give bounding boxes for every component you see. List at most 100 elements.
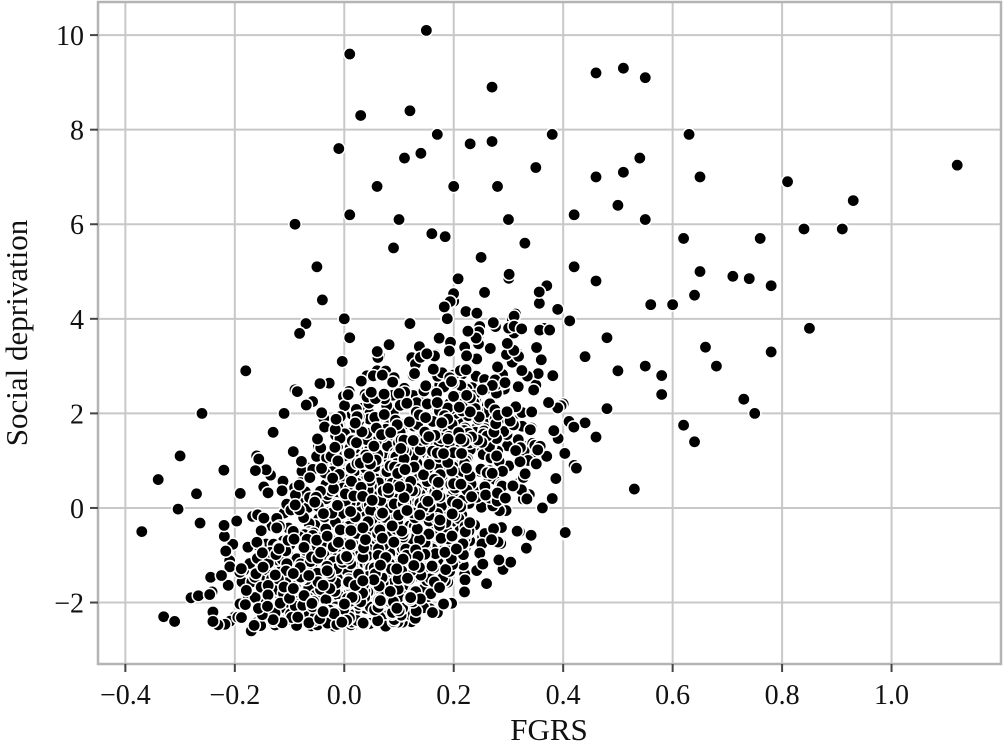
data-point — [483, 341, 498, 356]
data-point — [315, 292, 330, 307]
data-point — [316, 604, 331, 619]
data-point — [432, 580, 447, 595]
data-point — [676, 231, 691, 246]
data-point — [562, 313, 577, 328]
data-point — [256, 511, 271, 526]
data-point — [517, 236, 532, 251]
data-point — [698, 340, 713, 355]
data-point — [437, 545, 452, 560]
data-point — [725, 269, 740, 284]
data-point — [389, 601, 404, 616]
data-point — [616, 165, 631, 180]
data-point — [377, 387, 392, 402]
data-point — [343, 504, 358, 519]
data-point — [484, 532, 499, 547]
data-point — [444, 374, 459, 389]
data-point — [687, 434, 702, 449]
data-point — [463, 136, 478, 151]
data-point — [501, 212, 516, 227]
data-point — [528, 160, 543, 175]
data-point — [385, 518, 400, 533]
data-point — [654, 387, 669, 402]
y-tick-label: 6 — [70, 210, 84, 241]
data-point — [329, 412, 344, 427]
data-point — [421, 429, 436, 444]
data-point — [846, 193, 861, 208]
data-point — [406, 558, 421, 573]
data-point — [288, 217, 303, 232]
data-point — [475, 382, 490, 397]
data-point — [498, 375, 513, 390]
data-point — [397, 151, 412, 166]
data-point — [383, 425, 398, 440]
data-point — [643, 297, 658, 312]
data-point — [325, 471, 340, 486]
x-tick-label: −0.4 — [100, 680, 151, 711]
data-point — [469, 306, 484, 321]
data-point — [419, 346, 434, 361]
data-point — [524, 404, 539, 419]
data-point — [268, 567, 283, 582]
x-tick-label: 0.4 — [546, 680, 581, 711]
data-point — [370, 179, 385, 194]
data-point — [275, 483, 290, 498]
data-point — [780, 174, 795, 189]
data-point — [254, 523, 269, 538]
data-point — [589, 169, 604, 184]
x-axis-title: FGRS — [510, 712, 588, 747]
y-tick-label: −2 — [54, 589, 84, 620]
data-point — [510, 524, 525, 539]
data-point — [485, 134, 500, 149]
y-tick-label: 0 — [70, 494, 84, 525]
data-point — [370, 344, 385, 359]
x-tick-label: 0.0 — [327, 680, 362, 711]
data-point — [356, 616, 371, 631]
data-point — [402, 316, 417, 331]
data-point — [377, 407, 392, 422]
data-point — [355, 573, 370, 588]
data-point — [502, 267, 517, 282]
data-point — [339, 549, 354, 564]
data-point — [360, 450, 375, 465]
data-point — [341, 387, 356, 402]
data-point — [403, 590, 418, 605]
data-point — [802, 321, 817, 336]
data-point — [459, 362, 474, 377]
plot-frame — [96, 0, 1003, 666]
data-point — [424, 226, 439, 241]
ticks-layer: −0.4 −0.2 0.0 0.2 0.4 0.6 0.8 1.0 −2 0 2 4 6 8 10 — [54, 21, 909, 711]
data-point — [548, 471, 563, 486]
data-point — [288, 497, 303, 512]
data-point — [736, 392, 751, 407]
data-point — [542, 323, 557, 338]
x-tick-label: −0.2 — [209, 680, 260, 711]
data-point — [747, 406, 762, 421]
data-point — [337, 311, 352, 326]
data-point — [665, 297, 680, 312]
data-point — [491, 552, 506, 567]
data-point — [638, 359, 653, 374]
data-point — [342, 47, 357, 62]
data-point — [381, 481, 396, 496]
data-point — [218, 544, 233, 559]
data-point — [342, 207, 357, 222]
data-point — [287, 532, 302, 547]
data-point — [302, 470, 317, 485]
data-point — [451, 271, 466, 286]
data-point — [402, 414, 417, 429]
data-point — [479, 576, 494, 591]
data-point — [386, 535, 401, 550]
data-point — [454, 446, 469, 461]
data-point — [277, 406, 292, 421]
data-point — [545, 127, 560, 142]
data-point — [569, 461, 584, 476]
data-point — [511, 379, 526, 394]
data-point — [330, 453, 345, 468]
data-point — [238, 363, 253, 378]
data-point — [171, 502, 186, 517]
data-point — [229, 514, 244, 529]
data-point — [764, 344, 779, 359]
data-point — [348, 416, 363, 431]
y-axis-title: Social deprivation — [0, 219, 34, 446]
